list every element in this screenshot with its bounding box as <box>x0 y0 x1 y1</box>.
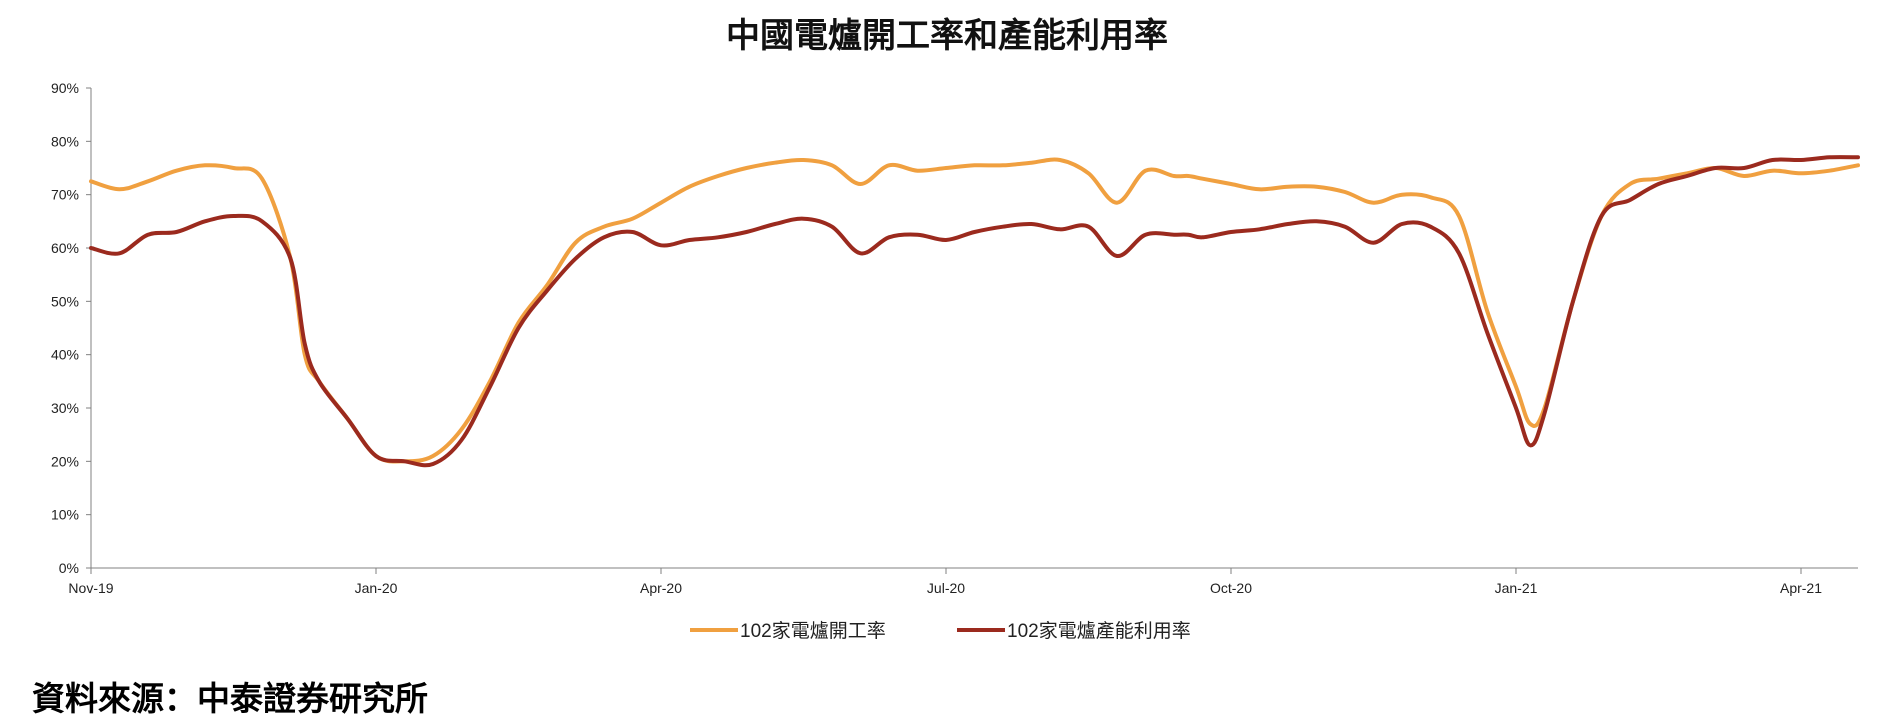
y-tick-label: 30% <box>51 400 79 416</box>
series-line-2 <box>89 155 1860 468</box>
y-tick-label: 0% <box>59 560 79 576</box>
x-tick-label: Nov-19 <box>68 580 113 596</box>
y-tick-label: 70% <box>51 187 79 203</box>
y-tick-label: 50% <box>51 293 79 309</box>
axes: 0% 10% 20% 30% 40% 50% 60% 70% 80% 90% Nov-19 Jan-2… <box>51 80 1858 596</box>
chart-title: 中國電爐開工率和產能利用率 <box>726 16 1168 56</box>
source-note: 資料來源：中泰證券研究所 <box>32 679 428 718</box>
y-tick-label: 20% <box>51 453 79 469</box>
line-chart: 0% 10% 20% 30% 40% 50% 60% 70% 80% 90% Nov-19 Jan-2… <box>51 80 1860 642</box>
x-tick-label: Jul-20 <box>927 580 965 596</box>
y-tick-label: 80% <box>51 133 79 149</box>
legend-label-2: 102家電爐產能利用率 <box>1007 620 1191 642</box>
x-tick-label: Oct-20 <box>1210 580 1252 596</box>
x-tick-label: Apr-20 <box>640 580 682 596</box>
series-layer <box>89 155 1860 468</box>
x-tick-label: Jan-20 <box>355 580 398 596</box>
y-tick-label: 90% <box>51 80 79 96</box>
legend: 102家電爐開工率 102家電爐產能利用率 <box>690 620 1191 642</box>
x-tick-label: Jan-21 <box>1495 580 1538 596</box>
y-tick-label: 60% <box>51 240 79 256</box>
y-tick-label: 40% <box>51 347 79 363</box>
x-tick-label: Apr-21 <box>1780 580 1822 596</box>
series-line-1 <box>89 157 1860 464</box>
y-tick-label: 10% <box>51 507 79 523</box>
legend-label-1: 102家電爐開工率 <box>740 620 886 642</box>
